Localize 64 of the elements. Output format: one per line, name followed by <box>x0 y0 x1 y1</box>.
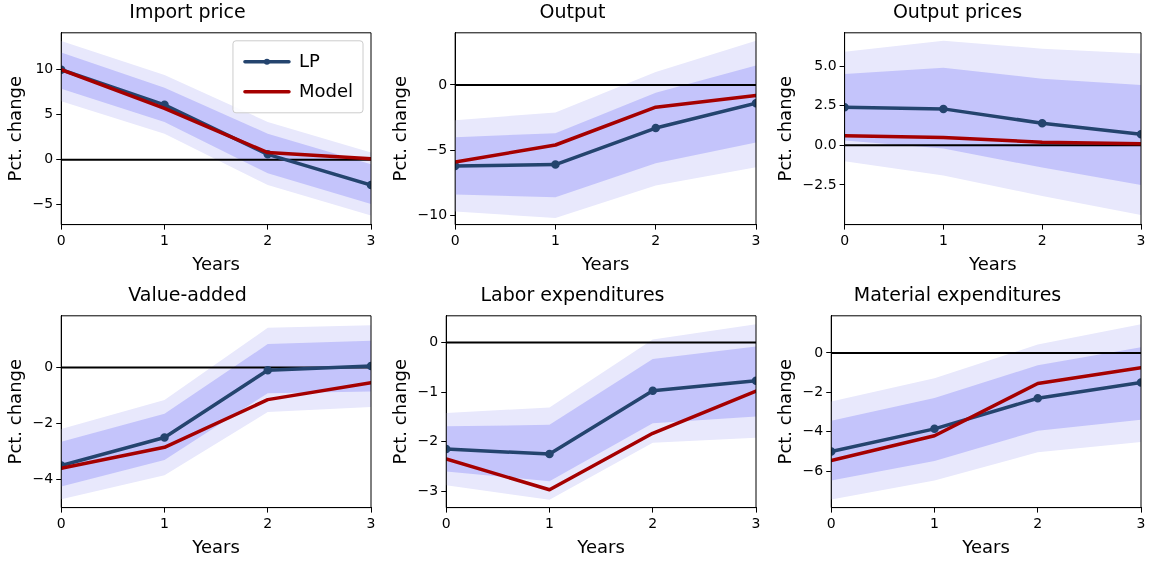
x-tick-label: 1 <box>550 231 560 248</box>
x-tick-label: 0 <box>840 231 850 248</box>
x-tick-label: 2 <box>263 514 273 531</box>
y-tick-label: 0 <box>814 343 824 360</box>
x-tick-label: 3 <box>1136 514 1146 531</box>
y-tick-label: 0 <box>438 75 448 92</box>
y-tick-label: 0.0 <box>814 135 837 152</box>
x-tick-label: 2 <box>1037 231 1047 248</box>
y-tick-label: −5 <box>32 195 54 212</box>
x-tick-label: 1 <box>160 514 169 531</box>
x-axis-title: Years <box>580 252 630 274</box>
y-axis-title: Pct. change <box>389 358 411 465</box>
y-tick-label: 2.5 <box>814 96 837 113</box>
y-tick-label: −4 <box>802 422 824 439</box>
y-tick-label: 0 <box>44 358 54 375</box>
y-tick-label: 5 <box>44 105 54 122</box>
x-tick-label: 0 <box>450 231 460 248</box>
y-tick-label: −3 <box>417 481 439 498</box>
y-axis-title: Pct. change <box>774 75 796 182</box>
x-tick-label: 1 <box>938 231 948 248</box>
chart-title: Value-added <box>128 283 247 306</box>
y-axis-title: Pct. change <box>389 75 411 182</box>
chart-title: Output prices <box>892 0 1023 23</box>
x-tick-label: 3 <box>366 514 376 531</box>
x-tick-label: 1 <box>160 231 169 248</box>
x-tick-label: 3 <box>366 231 376 248</box>
chart-title: Labor expenditures <box>480 283 665 306</box>
y-tick-label: 0 <box>44 150 54 167</box>
x-axis-title: Years <box>191 252 240 274</box>
legend-label: LP <box>298 50 320 72</box>
y-tick-label: 0 <box>429 333 439 350</box>
chart-title: Material expenditures <box>853 283 1062 306</box>
x-axis-title: Years <box>191 535 240 557</box>
y-tick-label: −4 <box>32 470 54 487</box>
x-tick-label: 2 <box>1033 514 1043 531</box>
x-tick-label: 2 <box>648 514 658 531</box>
x-axis-title: Years <box>968 252 1017 274</box>
x-axis-title: Years <box>576 535 625 557</box>
y-axis-title: Pct. change <box>4 75 26 182</box>
y-axis-title: Pct. change <box>4 358 26 465</box>
x-axis-title: Years <box>961 535 1010 557</box>
y-tick-label: −5 <box>426 140 448 157</box>
y-axis-title: Pct. change <box>774 358 796 465</box>
x-tick-label: 3 <box>751 514 761 531</box>
x-tick-label: 1 <box>930 514 939 531</box>
x-tick-label: 0 <box>56 231 66 248</box>
y-tick-label: 10 <box>35 60 54 77</box>
chart-title: Output <box>539 0 606 23</box>
y-tick-label: −6 <box>802 461 824 478</box>
x-tick-label: 1 <box>545 514 554 531</box>
x-tick-label: 3 <box>1136 231 1146 248</box>
y-tick-label: −2 <box>802 383 824 399</box>
chart-title: Import price <box>129 0 246 23</box>
x-tick-label: 3 <box>751 231 761 248</box>
x-tick-label: 2 <box>263 231 273 248</box>
legend-label: Model <box>298 80 353 102</box>
x-tick-label: 2 <box>651 231 661 248</box>
y-tick-label: −10 <box>417 206 448 223</box>
y-tick-label: −1 <box>417 382 439 399</box>
x-tick-label: 0 <box>56 514 66 531</box>
y-tick-label: 5.0 <box>814 56 837 73</box>
y-tick-label: −2 <box>417 432 439 449</box>
y-tick-label: −2 <box>32 414 54 431</box>
y-tick-label: −2.5 <box>802 175 837 192</box>
